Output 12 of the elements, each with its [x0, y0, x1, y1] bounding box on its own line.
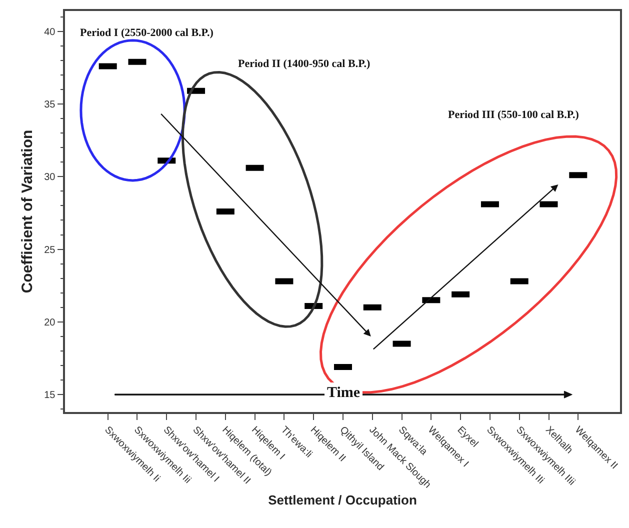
y-tick-label: 25	[44, 244, 56, 256]
y-axis-title: Coefficient of Variation	[18, 130, 36, 294]
y-tick-label: 35	[44, 99, 56, 110]
annotation: Time	[327, 385, 360, 401]
y-tick-label: 15	[44, 390, 56, 402]
annotation: Period II (1400-950 cal B.P.)	[238, 58, 371, 70]
y-tick-label: 40	[44, 26, 56, 38]
y-tick-label: 30	[44, 172, 56, 184]
annotation: Period III (550-100 cal B.P.)	[448, 109, 580, 121]
x-axis-title: Settlement / Occupation	[268, 492, 417, 508]
annotation: Period I (2550-2000 cal B.P.)	[80, 27, 214, 39]
y-tick-label: 20	[44, 317, 56, 328]
